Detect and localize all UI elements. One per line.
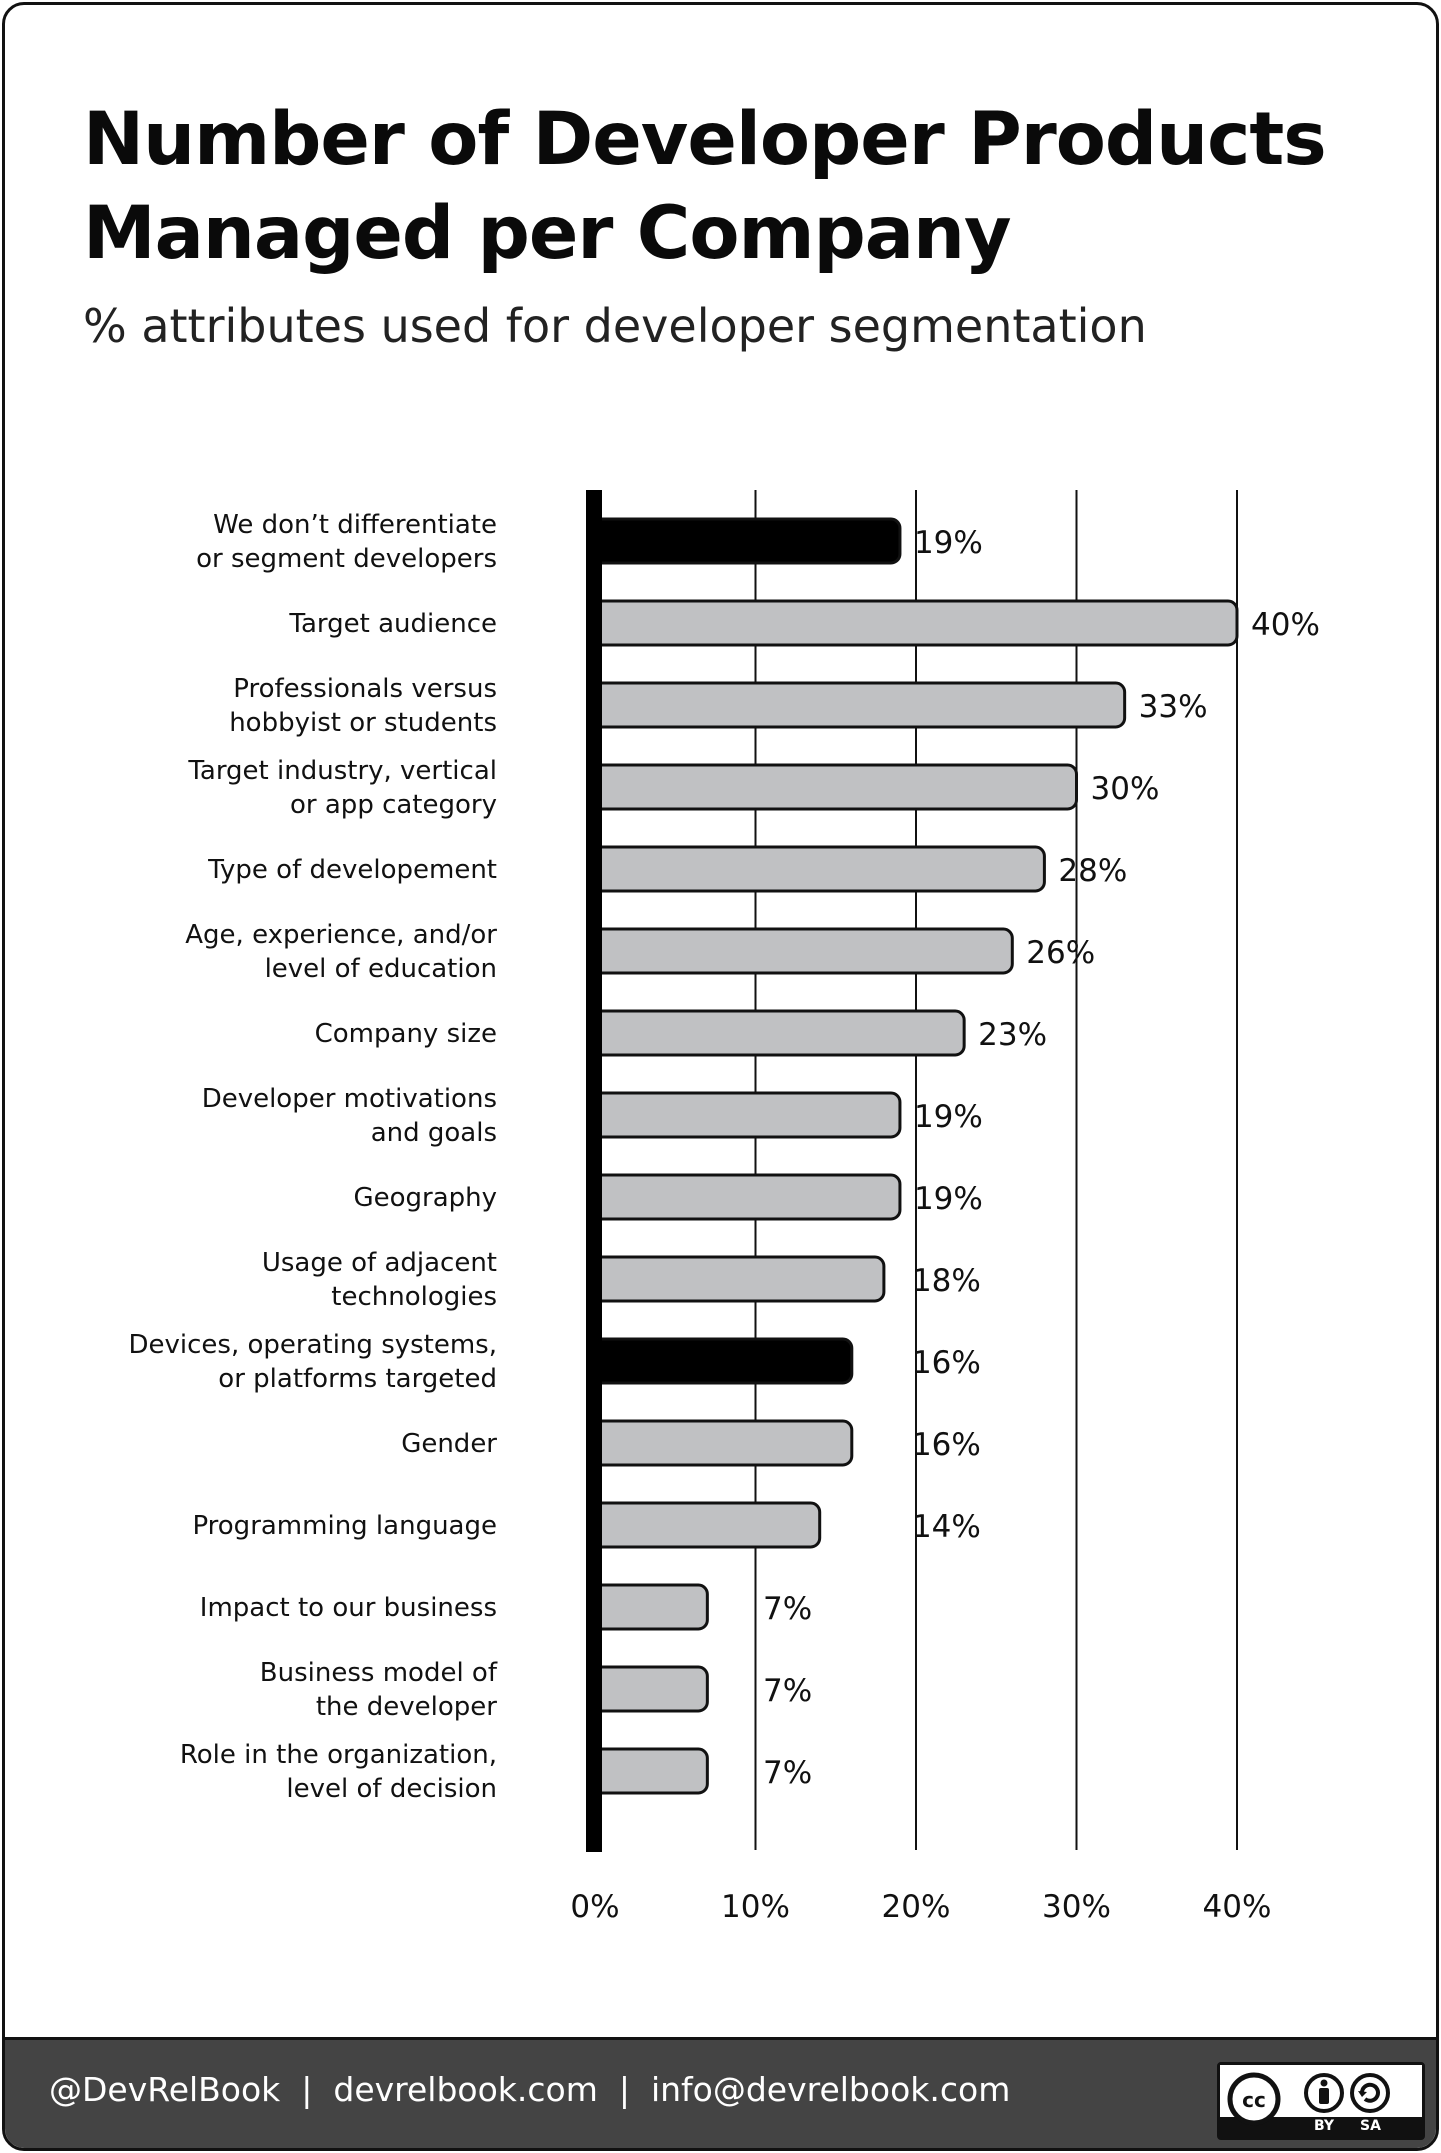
by-icon	[1304, 2073, 1344, 2113]
footer-contact-text: @DevRelBook | devrelbook.com | info@devr…	[49, 2070, 1011, 2109]
x-tick-label: 20%	[882, 1889, 951, 1925]
value-label: 19%	[914, 1099, 983, 1135]
value-label: 18%	[912, 1263, 981, 1299]
bar	[587, 845, 1046, 893]
bar	[587, 927, 1014, 975]
value-label: 23%	[978, 1017, 1047, 1053]
value-label: 30%	[1091, 771, 1160, 807]
license-badge-graphic: cc	[1220, 2065, 1422, 2137]
category-label: Professionals versus hobbyist or students	[229, 674, 497, 738]
value-label: 19%	[914, 525, 983, 561]
value-label: 26%	[1026, 935, 1095, 971]
cc-icon: cc	[1227, 2072, 1281, 2126]
bar	[587, 1419, 854, 1467]
category-label: Target industry, vertical or app category	[187, 756, 497, 820]
chart-title: Number of Developer Products Managed per…	[83, 97, 1327, 276]
category-label: Gender	[401, 1429, 497, 1459]
value-label: 19%	[914, 1181, 983, 1217]
bar	[587, 517, 902, 565]
bar	[587, 1501, 822, 1549]
value-label: 7%	[763, 1591, 812, 1627]
x-tick-label: 10%	[721, 1889, 790, 1925]
bar	[587, 1173, 902, 1221]
bar	[587, 1009, 966, 1057]
bar	[587, 1747, 709, 1795]
category-label: Age, experience, and/or level of educatio…	[185, 920, 497, 984]
bar	[587, 1255, 886, 1303]
category-label: Role in the organization, level of decisi…	[180, 1740, 497, 1804]
value-label: 7%	[763, 1755, 812, 1791]
chart-subtitle: % attributes used for developer segmenta…	[83, 299, 1147, 353]
bar	[587, 763, 1078, 811]
bar	[587, 1583, 709, 1631]
category-label: Geography	[353, 1183, 497, 1213]
x-tick-label: 0%	[570, 1889, 619, 1925]
value-label: 16%	[912, 1345, 981, 1381]
category-label: Impact to our business	[200, 1593, 497, 1623]
category-label: We don’t differentiate or segment develop…	[196, 510, 497, 574]
value-label: 40%	[1251, 607, 1320, 643]
value-label: 7%	[763, 1673, 812, 1709]
value-label: 14%	[912, 1509, 981, 1545]
bar	[587, 599, 1239, 647]
value-label: 28%	[1058, 853, 1127, 889]
category-label: Target audience	[288, 609, 497, 639]
bar	[587, 681, 1127, 729]
category-label: Business model of the developer	[260, 1658, 498, 1722]
license-badge[interactable]: cc BY SA	[1217, 2062, 1425, 2140]
category-label: Usage of adjacent technologies	[262, 1248, 497, 1312]
svg-text:cc: cc	[1242, 2088, 1266, 2112]
license-badge-band	[1220, 2117, 1422, 2137]
footer: @DevRelBook | devrelbook.com | info@devr…	[5, 2037, 1436, 2148]
category-label: Developer motivations and goals	[202, 1084, 497, 1148]
category-label: Company size	[315, 1019, 497, 1049]
category-label: Type of developement	[207, 855, 497, 885]
y-axis-line	[586, 490, 602, 1852]
value-label: 33%	[1139, 689, 1208, 725]
x-tick-label: 40%	[1203, 1889, 1272, 1925]
category-label: Devices, operating systems, or platforms …	[129, 1330, 498, 1394]
license-by-label: BY	[1314, 2118, 1335, 2134]
category-label: Programming language	[192, 1511, 497, 1541]
value-label: 16%	[912, 1427, 981, 1463]
bar	[587, 1091, 902, 1139]
bar	[587, 1337, 854, 1385]
bar-chart: We don’t differentiate or segment develop…	[129, 490, 1320, 1925]
x-tick-label: 30%	[1042, 1889, 1111, 1925]
bar	[587, 1665, 709, 1713]
license-sa-label: SA	[1360, 2118, 1381, 2134]
sa-icon	[1350, 2073, 1390, 2113]
